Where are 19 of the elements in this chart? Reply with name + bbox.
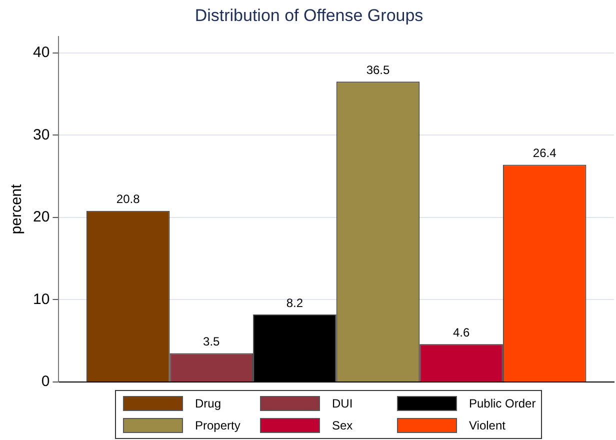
y-tick-label: 10 xyxy=(32,290,50,308)
data-label: 26.4 xyxy=(532,146,557,160)
y-axis-title: percent xyxy=(8,183,26,234)
legend-label: Property xyxy=(195,418,240,432)
data-label: 3.5 xyxy=(203,334,220,349)
legend-label: Sex xyxy=(332,418,353,432)
data-label: 20.8 xyxy=(116,192,140,206)
data-label: 4.6 xyxy=(452,325,470,340)
legend-label: Drug xyxy=(195,396,222,410)
legend-label: Public Order xyxy=(469,396,536,410)
legend-label: Violent xyxy=(469,418,506,432)
y-tick-label: 40 xyxy=(32,44,50,61)
legend-label: DUI xyxy=(332,396,353,410)
chart-title: Distribution of Offense Groups xyxy=(194,6,424,25)
data-label: 8.2 xyxy=(286,296,304,310)
y-tick-label: 30 xyxy=(32,126,50,144)
data-label: 36.5 xyxy=(366,62,390,77)
y-tick-label: 0 xyxy=(41,373,50,390)
y-tick-label: 20 xyxy=(32,208,50,226)
